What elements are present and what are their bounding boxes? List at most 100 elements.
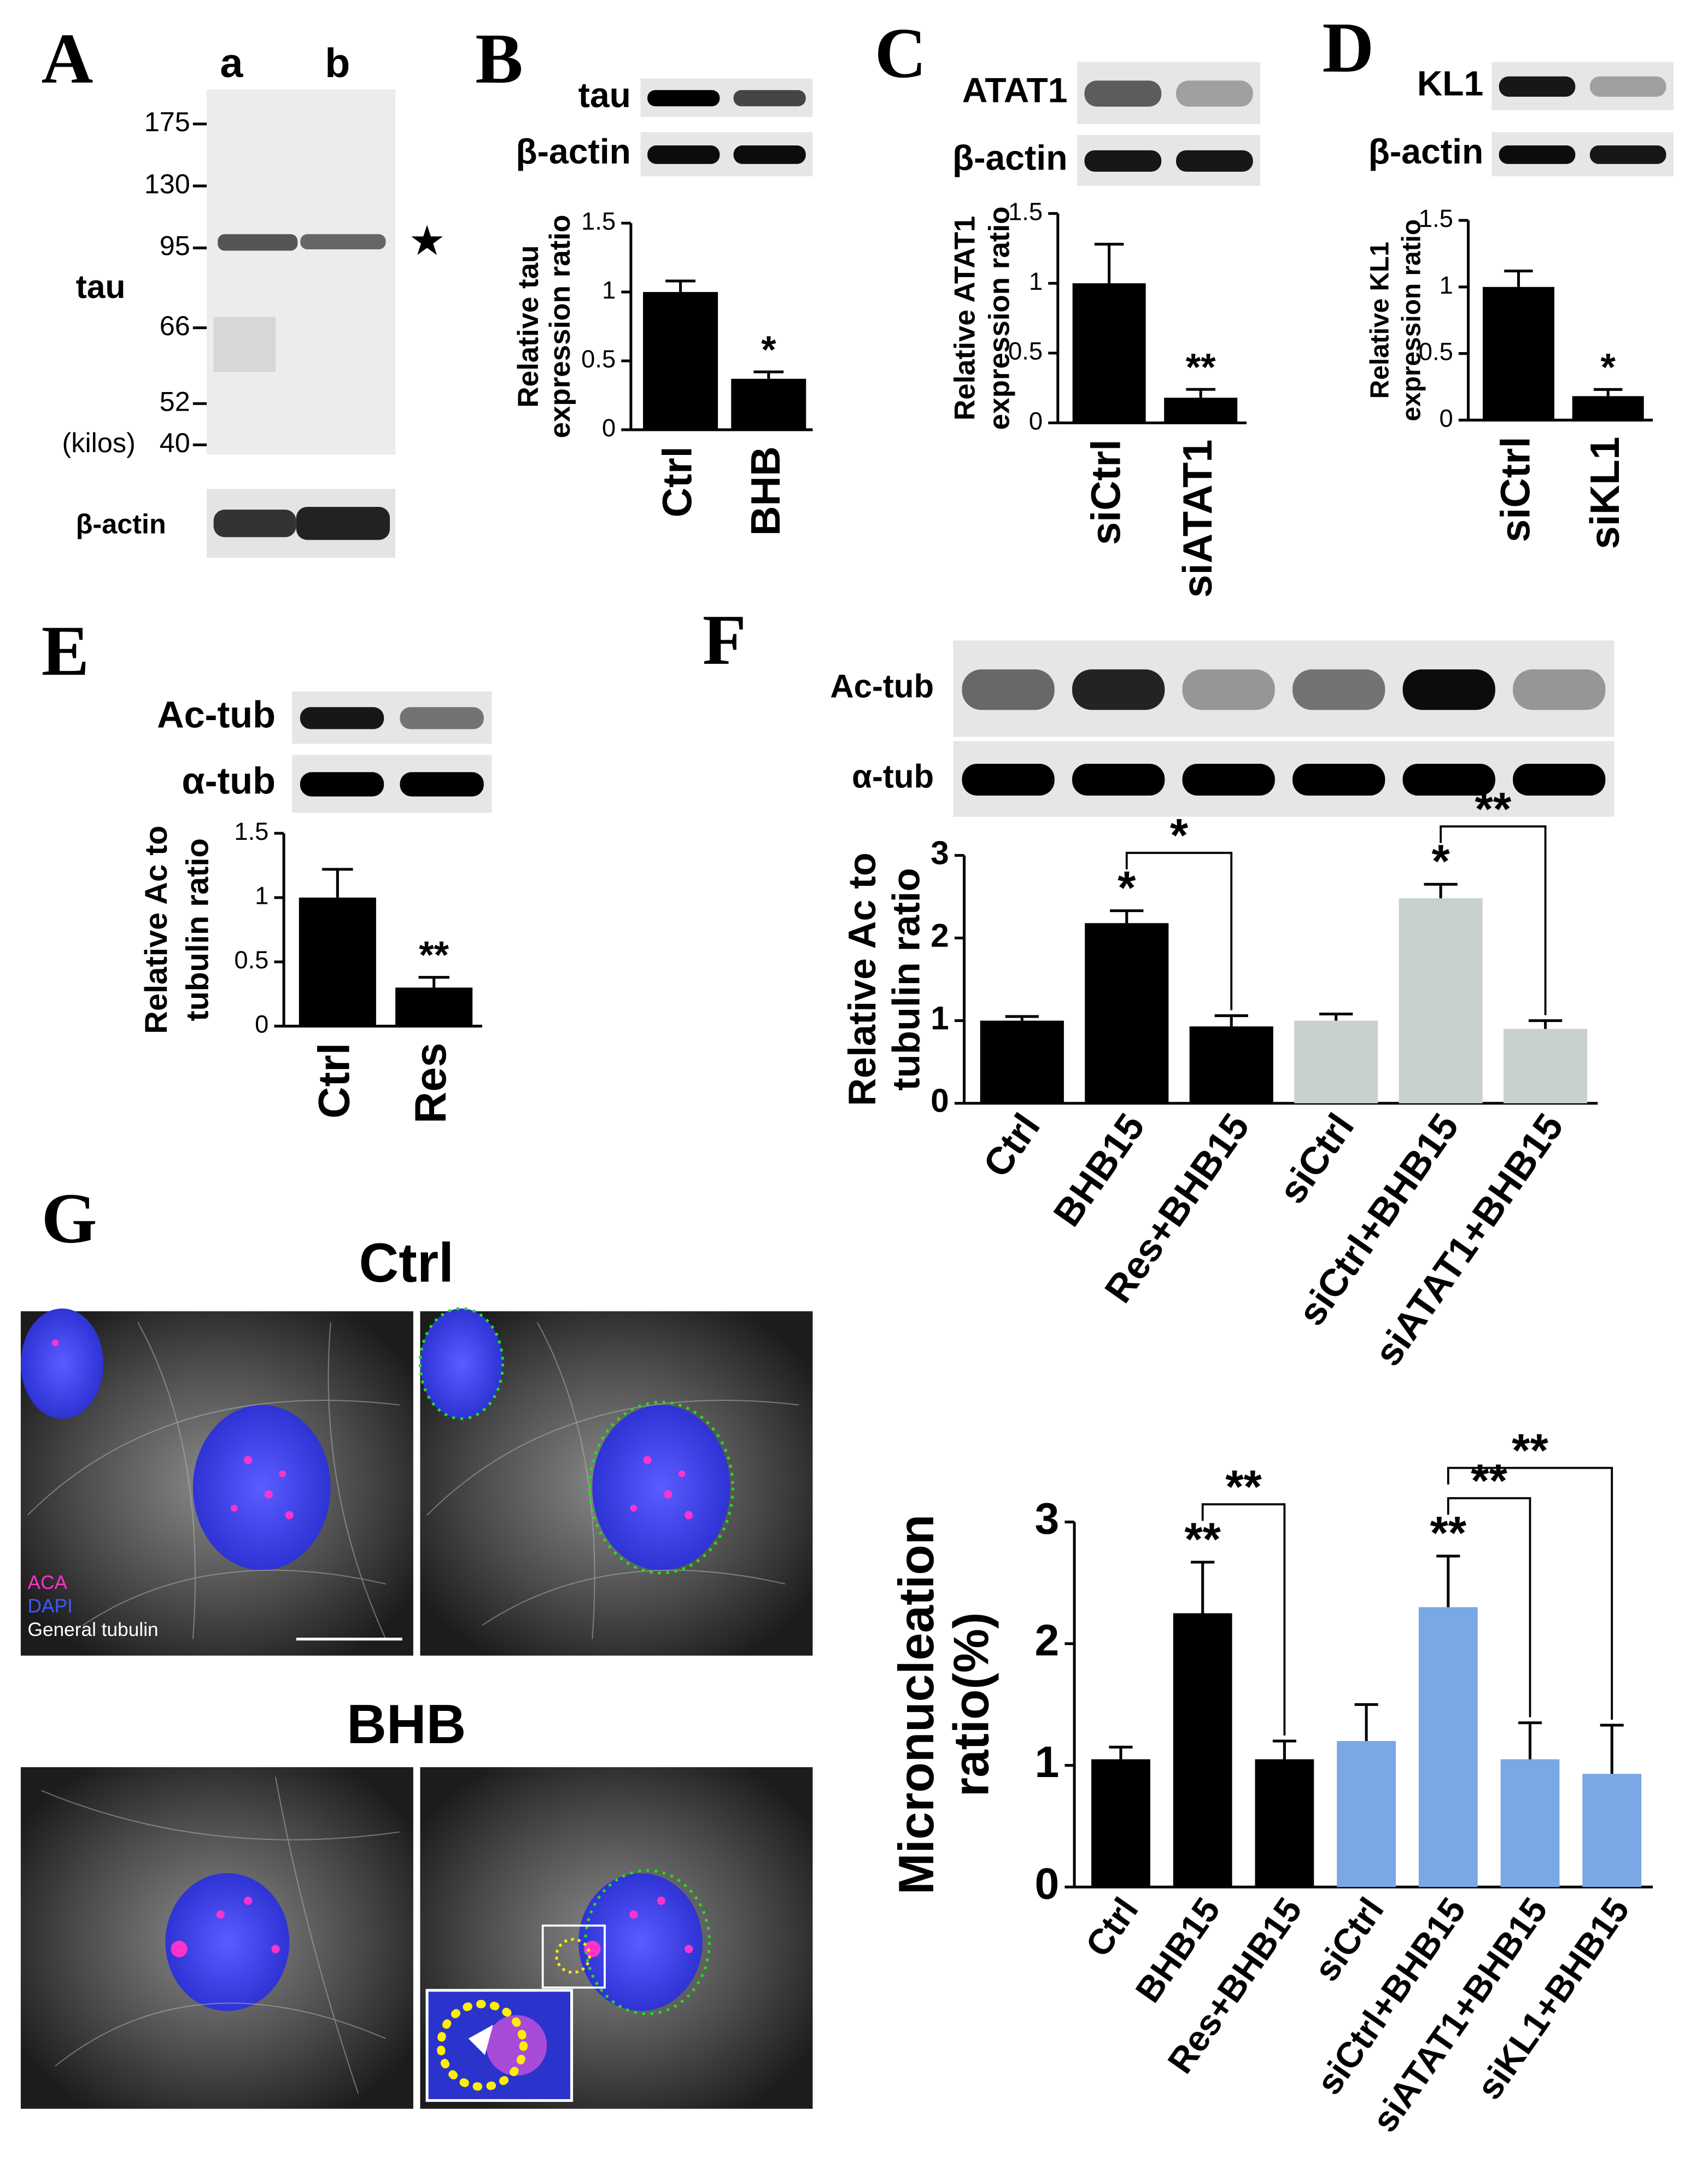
y-tick-label: 0 (602, 414, 616, 442)
star: ★ (408, 218, 446, 264)
bracket (1201, 1503, 1286, 1736)
bracket (1440, 825, 1547, 1015)
error-bar (1593, 388, 1623, 396)
x-tick-label: siCtrl (1084, 440, 1130, 545)
blot-band (962, 669, 1055, 710)
bar (1503, 1029, 1588, 1103)
bar (395, 987, 473, 1026)
blot-band (1176, 150, 1253, 172)
error-bar (1319, 1013, 1353, 1021)
error-bar (1436, 1555, 1460, 1608)
blot-smear (213, 317, 276, 372)
blot-band (1589, 145, 1666, 164)
y-tick-label: 1.5 (1419, 204, 1453, 232)
bar (1500, 1759, 1560, 1887)
blot-band (1072, 669, 1165, 710)
y-tick-label: 0 (255, 1010, 268, 1038)
y-tick-label: 1 (602, 276, 616, 304)
error-bar (1214, 1014, 1248, 1027)
blot-band (1182, 763, 1275, 796)
bracket (1447, 1466, 1613, 1720)
y-axis-label: expression ratio (984, 207, 1016, 430)
x-tick-label: siATAT1 (1175, 440, 1221, 598)
panel-a: A a b (kilos) tau β-actin ★ (42, 19, 446, 558)
error-bar (1005, 1015, 1039, 1021)
blot-band (1072, 763, 1165, 796)
y-tick-label: 0.5 (1419, 338, 1453, 366)
bar (1164, 398, 1238, 423)
y-tick-label: 0 (931, 1082, 949, 1119)
y-axis-label: Relative tau (512, 246, 545, 408)
marker-label: 130 (144, 168, 190, 199)
significance: * (1431, 835, 1450, 888)
micrograph (20, 1308, 413, 1656)
x-tick-label: siKL1 (1582, 437, 1628, 550)
x-tick-label: Ctrl (655, 446, 701, 517)
blot-label: α-tub (182, 759, 276, 802)
micrograph (420, 1767, 813, 2109)
y-tick-label: 1 (1035, 1738, 1060, 1787)
blot-band (1084, 80, 1162, 107)
error-bar (1518, 1721, 1542, 1760)
error-bar (665, 279, 696, 293)
blot-band (300, 707, 384, 729)
significance: ** (1430, 1507, 1466, 1559)
panel-letter: D (1322, 8, 1374, 87)
x-tick-label: BHB (743, 446, 789, 536)
x-tick-label: Res (406, 1043, 455, 1124)
marker-label: 40 (160, 427, 190, 458)
y-tick-label: 0.5 (1008, 337, 1043, 365)
blot-band (1292, 669, 1385, 710)
y-axis-label: tubulin ratio (180, 838, 215, 1021)
y-tick-label: 0.5 (234, 946, 268, 974)
blot-band (300, 234, 386, 249)
panel-letter: B (475, 19, 523, 98)
y-tick-label: 3 (1035, 1494, 1060, 1544)
significance: * (1600, 346, 1616, 389)
error-bar (1504, 270, 1533, 287)
bracket-label: ** (1225, 1461, 1262, 1513)
blot (953, 741, 1615, 817)
blot-label: ATAT1 (962, 71, 1068, 110)
x-tick-label: siCtrl (1493, 437, 1539, 542)
y-tick-label: 1 (931, 1000, 949, 1037)
bracket-label: ** (1475, 783, 1512, 835)
bracket (1447, 1497, 1531, 1717)
error-bar (1354, 1703, 1378, 1742)
marker-label: 66 (160, 310, 190, 341)
error-bar (753, 370, 784, 379)
blot-band (296, 507, 390, 540)
y-axis-label: Relative Ac to (139, 826, 174, 1034)
y-tick-label: 1 (1029, 267, 1043, 295)
bar (1294, 1020, 1378, 1103)
y-axis-label: Relative Ac to (840, 852, 884, 1106)
y-tick-label: 1 (1440, 271, 1453, 299)
blot-label: α-tub (852, 758, 934, 794)
y-tick-label: 1.5 (1008, 197, 1043, 225)
y-tick-label: 2 (931, 916, 949, 954)
significance: ** (1184, 1513, 1221, 1565)
y-tick-label: 0.5 (581, 345, 616, 373)
bracket-label: ** (1471, 1454, 1507, 1507)
blot-label: β-actin (76, 509, 166, 540)
legend-text: DAPI (28, 1596, 73, 1617)
legend-text: ACA (28, 1572, 68, 1593)
error-bar (1191, 1561, 1215, 1614)
blot-band (1402, 763, 1495, 796)
blot-band (733, 90, 806, 107)
y-axis-label: Relative ATAT1 (949, 216, 981, 420)
blot-label: Ac-tub (157, 694, 276, 736)
error-bar (1110, 909, 1144, 924)
y-axis-label: ratio(%) (944, 1612, 999, 1797)
significance: ** (1186, 345, 1216, 388)
lane-label: a (220, 40, 243, 86)
y-tick-label: 2 (1035, 1616, 1060, 1665)
blot-label: β-actin (1368, 132, 1483, 171)
blot-band (1499, 145, 1576, 164)
significance: * (1118, 862, 1136, 914)
bar (980, 1020, 1064, 1103)
y-axis-label: expression ratio (1397, 219, 1426, 422)
bracket-label: * (1170, 809, 1189, 862)
bar (1582, 1774, 1642, 1887)
